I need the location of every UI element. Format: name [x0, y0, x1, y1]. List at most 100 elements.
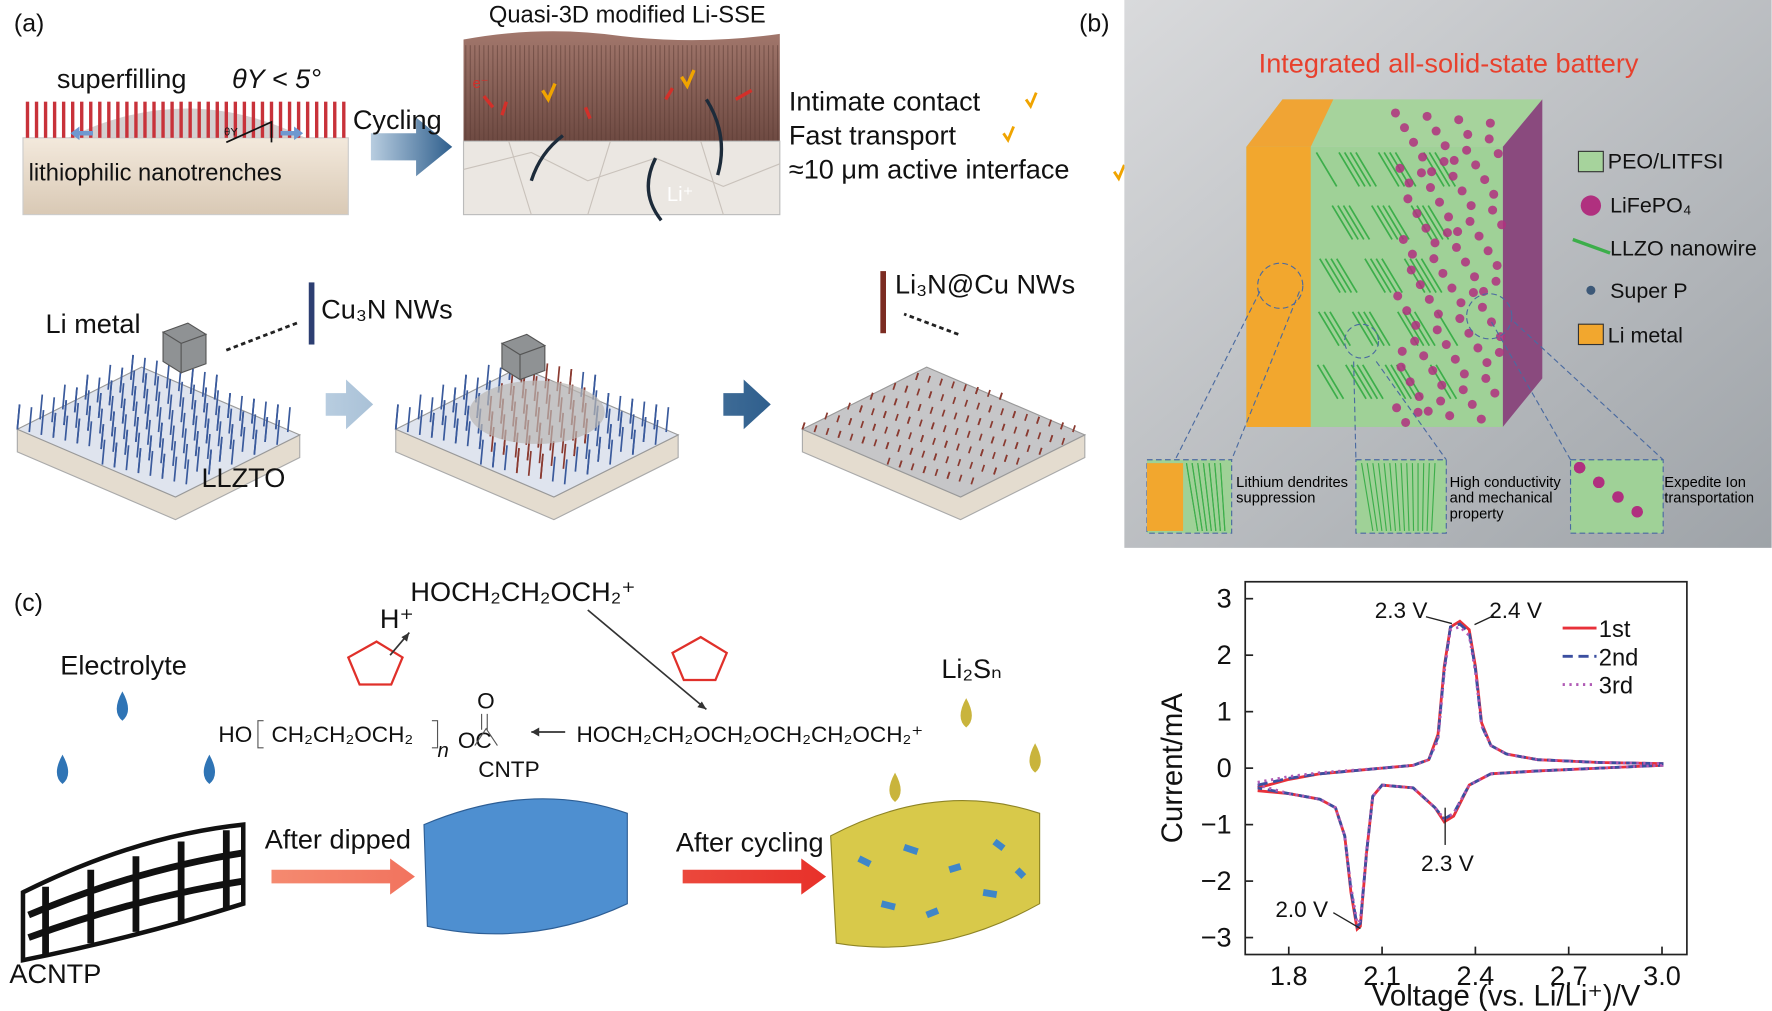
nanowire: [551, 456, 556, 482]
battery: [1246, 99, 1543, 427]
nanowire: [180, 397, 185, 423]
nanowire: [1348, 205, 1371, 240]
nanowire: [131, 370, 136, 396]
inset-text-box: High conductivity and mechanical propert…: [1450, 474, 1561, 521]
li3n: Li₃N@Cu NWs: [895, 269, 1075, 300]
nanowire: [1409, 258, 1432, 294]
nanowire: [125, 445, 130, 471]
nanowire: [1316, 364, 1339, 400]
nanowire: [1001, 423, 1006, 431]
modified-sse: [462, 31, 781, 222]
platforms: [15, 354, 1087, 521]
process-arrows: [271, 858, 827, 895]
inset-text-box: Expedite Ion transportation: [1664, 474, 1755, 507]
particle: [1631, 506, 1643, 518]
nanowire: [630, 414, 635, 440]
nanowire: [52, 412, 57, 438]
particle: [1451, 242, 1461, 252]
dotted-arrows: [225, 312, 959, 352]
nanowire: [1331, 205, 1354, 240]
nanowire: [218, 436, 223, 462]
nanowire: [917, 403, 922, 412]
nanowire: [430, 412, 435, 438]
particle: [1455, 314, 1465, 324]
nanowire: [394, 404, 399, 430]
nanowire: [1037, 432, 1042, 440]
particle: [1406, 265, 1416, 275]
nanowire: [252, 414, 257, 440]
particle: [1474, 231, 1484, 241]
nanowire: [406, 407, 411, 433]
nanowire: [928, 391, 933, 399]
inset-text: Expedite Ion transportation: [1664, 474, 1755, 507]
panel-label: (a): [14, 11, 44, 38]
nanowire: [1426, 463, 1430, 531]
nanowire: [148, 435, 153, 461]
particle: [1460, 257, 1471, 267]
nanowire: [158, 422, 163, 448]
nanowire: [906, 416, 911, 424]
x-tick-label: 3.0: [1643, 960, 1681, 991]
particle: [1489, 189, 1499, 199]
particle: [1424, 294, 1434, 304]
particle: [1448, 171, 1458, 181]
nanowire: [454, 418, 459, 444]
nanowire: [921, 450, 926, 458]
nanowire: [527, 450, 532, 476]
reaction-arrows: [389, 609, 707, 733]
nanowire: [1197, 463, 1208, 531]
electron-paths: [482, 87, 753, 120]
nanowire: [76, 418, 81, 444]
particle: [1468, 288, 1478, 298]
annotation-arrow: [1474, 615, 1495, 626]
benefit: Intimate contact: [789, 86, 981, 117]
benefit: Fast transport: [789, 120, 957, 151]
y-tick-label: 2: [1217, 639, 1232, 670]
nanowire: [1357, 311, 1380, 347]
nanowire: [63, 400, 68, 426]
nanowire: [619, 426, 624, 452]
inset-text: Lithium dendrites suppression: [1236, 474, 1349, 507]
nanowire: [942, 425, 947, 433]
nanowire: [882, 410, 887, 419]
nanowire: [250, 398, 255, 424]
li-metal: Li metal: [46, 308, 141, 339]
angle: θY < 5°: [232, 63, 321, 94]
particle: [1416, 168, 1426, 178]
nanowire: [1345, 364, 1367, 400]
nanowire: [1411, 463, 1415, 531]
particle: [1497, 220, 1507, 230]
y-tick-label: 1: [1217, 696, 1232, 727]
nanowire: [861, 436, 866, 444]
particle: [1593, 476, 1605, 488]
nanowire: [113, 442, 118, 468]
nanowire: [941, 409, 946, 417]
nanowire: [904, 385, 909, 393]
nanowire: [466, 421, 471, 447]
particle: [1393, 291, 1403, 301]
ho: HO: [218, 722, 252, 747]
nanowire: [964, 399, 969, 407]
nanowire: [915, 372, 919, 381]
nanowire: [967, 446, 972, 454]
nanowire: [240, 411, 245, 437]
x-axis-label: Voltage (vs. Li/Li⁺)/V: [1372, 979, 1641, 1011]
nanowire: [908, 432, 912, 440]
step-1: After dipped: [265, 823, 411, 854]
nanowire: [1338, 152, 1361, 187]
particle: [1464, 328, 1474, 338]
nanowire: [836, 415, 841, 423]
li-cube: [500, 333, 547, 381]
brackets: [257, 713, 498, 749]
cu3n: Cu₃N NWs: [321, 294, 453, 325]
nanowire: [641, 401, 646, 427]
particle: [1450, 354, 1460, 364]
particle: [1425, 182, 1435, 193]
particle: [1405, 377, 1415, 387]
nanowire: [1214, 463, 1221, 531]
nanowire: [173, 456, 178, 482]
nanowire: [1415, 258, 1437, 294]
li-cube: [161, 322, 208, 374]
